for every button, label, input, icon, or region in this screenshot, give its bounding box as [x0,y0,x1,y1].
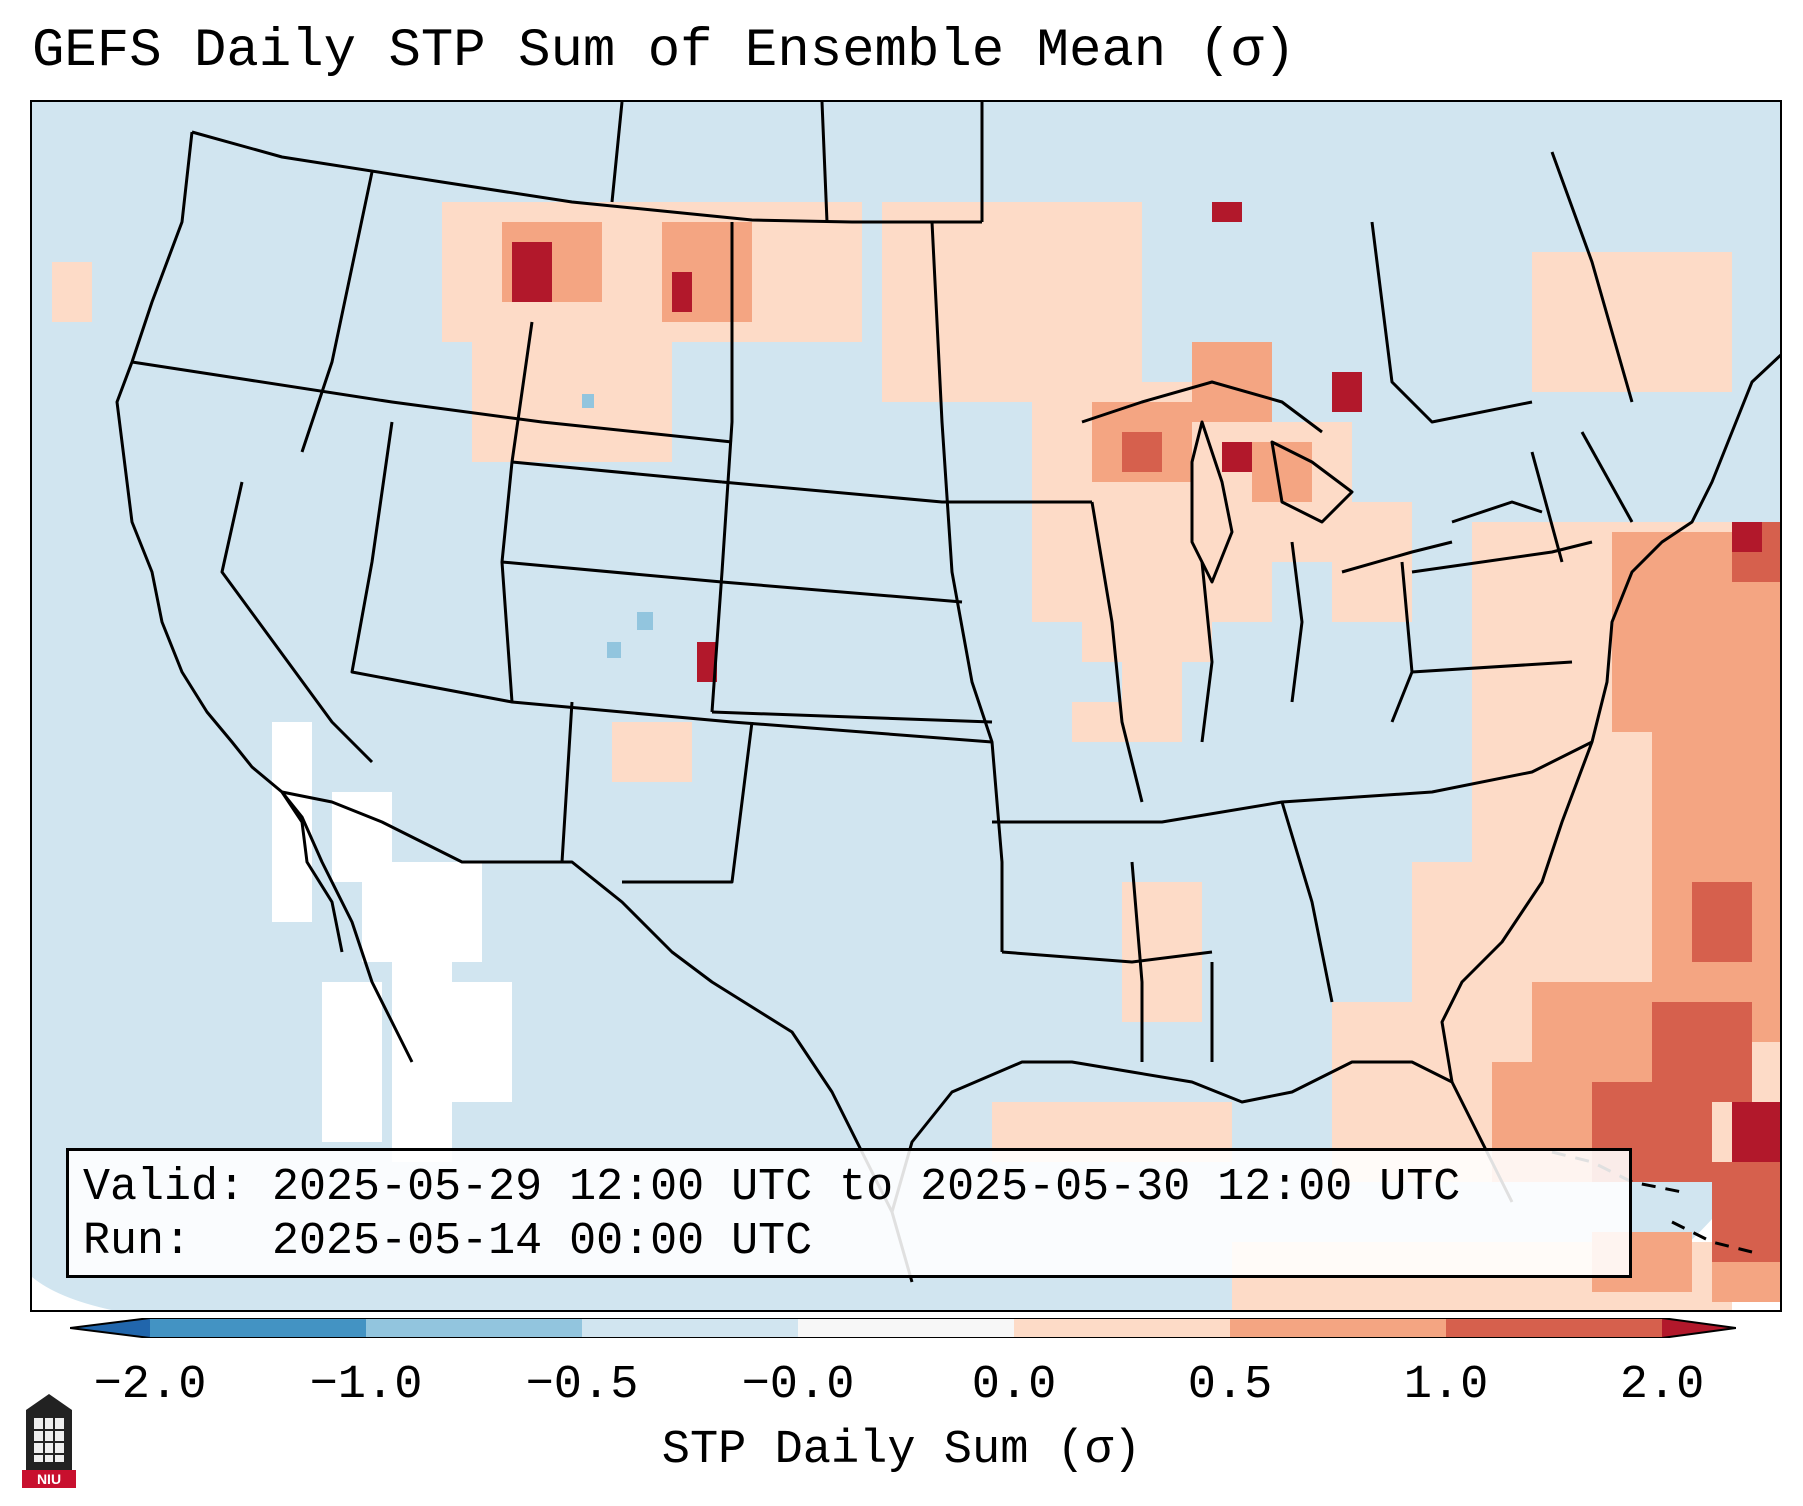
colorbar-bin-5 [1014,1318,1230,1338]
colorbar-tick-5: 0.0 [971,1359,1057,1412]
colorbar-tick-2: −1.0 [309,1359,423,1412]
colorbar-bin-6 [1230,1318,1446,1338]
run-value: 2025-05-14 00:00 UTC [272,1216,813,1267]
colorbar-tick-7: 1.0 [1403,1359,1489,1412]
colorbar-bin-under [70,1318,150,1338]
valid-label: Valid: [83,1162,246,1213]
map-canvas [32,102,1780,1310]
validity-info-box: Valid: 2025-05-29 12:00 UTC to 2025-05-3… [66,1148,1632,1278]
colorbar-bin-3 [582,1318,798,1338]
colorbar-bin-over [1662,1318,1736,1338]
colorbar-tick-4: −0.0 [741,1359,855,1412]
valid-value: 2025-05-29 12:00 UTC to 2025-05-30 12:00… [272,1162,1461,1213]
niu-logo: NIU [22,1394,76,1488]
colorbar [70,1318,1736,1338]
neutral-patches [272,722,512,1162]
map-area [30,100,1782,1312]
colorbar-bin-1 [150,1318,366,1338]
svg-text:NIU: NIU [37,1471,61,1487]
colorbar-tick-6: 0.5 [1187,1359,1273,1412]
colorbar-bin-2 [366,1318,582,1338]
run-label: Run: [83,1216,192,1267]
colorbar-tick-8: 2.0 [1619,1359,1705,1412]
colorbar-bin-7 [1446,1318,1662,1338]
colorbar-tick-3: −0.5 [525,1359,639,1412]
colorbar-label: STP Daily Sum (σ) [661,1424,1142,1477]
map-title: GEFS Daily STP Sum of Ensemble Mean (σ) [32,21,1296,82]
boundaries [115,102,1780,1283]
colorbar-bin-4 [798,1318,1014,1338]
valid-row: Valid: 2025-05-29 12:00 UTC to 2025-05-3… [83,1161,1615,1215]
extreme-positive-areas [512,202,1780,1162]
run-row: Run: 2025-05-14 00:00 UTC [83,1215,1615,1269]
negative-pixels [582,394,653,658]
colorbar-tick-1: −2.0 [93,1359,207,1412]
